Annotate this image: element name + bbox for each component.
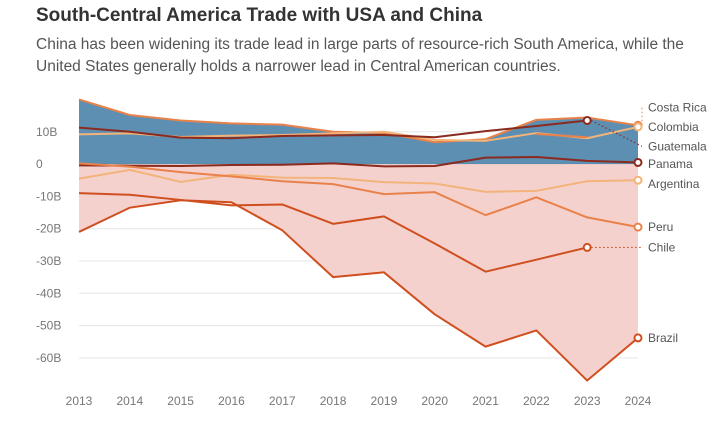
label-brazil: Brazil [648,331,678,345]
chart-title: South-Central America Trade with USA and… [36,5,483,26]
ytick-label-2: -10B [36,189,61,203]
label-argentina: Argentina [648,177,700,191]
xtick-label-3: 2016 [218,394,245,408]
label-panama: Panama [648,157,693,171]
marker-brazil [633,333,643,343]
line-guatemala-2 [536,133,588,139]
ytick-label-6: -50B [36,319,61,333]
marker-argentina [633,175,643,185]
line-panama [78,155,639,168]
ytick-label-7: -60B [36,351,61,365]
xtick-label-9: 2022 [523,394,550,408]
label-peru: Peru [648,220,673,234]
marker-chile [582,242,592,252]
marker-colombia [633,122,643,132]
label-guatemala: Guatemala [648,139,707,153]
series-lines [78,98,639,382]
y-axis-ticks: 10B 0 -10B -20B -30B -40B -50B -60B [36,125,61,365]
label-colombia: Colombia [648,120,699,134]
line-brazil [78,199,639,382]
xtick-label-5: 2018 [320,394,347,408]
area-fills [79,99,638,381]
label-chile: Chile [648,240,676,254]
ytick-label-0: 10B [36,125,57,139]
china-lead-area [79,164,638,381]
xtick-label-0: 2013 [66,394,93,408]
ytick-label-4: -30B [36,254,61,268]
xtick-label-4: 2017 [269,394,296,408]
ytick-label-1: 0 [36,157,43,171]
xtick-label-7: 2020 [421,394,448,408]
xtick-label-8: 2021 [472,394,499,408]
xtick-label-6: 2019 [371,394,398,408]
marker-panama [633,157,643,167]
x-axis-ticks: 2013 2014 2015 2016 2017 2018 2019 2020 2021 2022… [66,394,652,408]
xtick-label-11: 2024 [625,394,652,408]
marker-peru [633,222,643,232]
line-chile [78,192,588,273]
connector-guatemala [590,119,643,147]
xtick-label-10: 2023 [574,394,601,408]
marker-guatemala [582,115,592,125]
label-costa-rica: Costa Rica [648,101,707,115]
series-labels: Costa Rica Colombia Guatemala Panama Argenti… [590,101,707,345]
line-guatemala [78,119,588,140]
ytick-label-3: -20B [36,222,61,236]
chart-subtitle: China has been widening its trade lead i… [36,36,684,75]
xtick-label-1: 2014 [116,394,143,408]
usa-lead-area [79,99,638,165]
xtick-label-2: 2015 [167,394,194,408]
line-argentina [78,168,639,193]
ytick-label-5: -40B [36,286,61,300]
line-peru [78,162,639,229]
